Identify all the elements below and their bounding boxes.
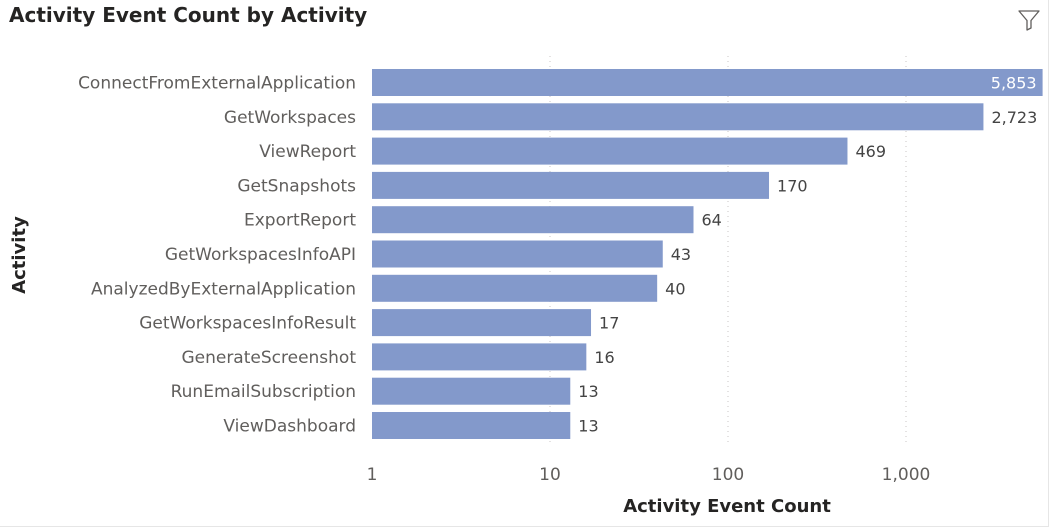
x-tick-label: 100 bbox=[712, 465, 744, 485]
x-axis-title: Activity Event Count bbox=[623, 496, 831, 517]
data-label: 43 bbox=[671, 245, 691, 264]
category-label: GetWorkspacesInfoResult bbox=[139, 314, 356, 334]
data-label: 40 bbox=[665, 279, 685, 298]
data-label: 2,723 bbox=[991, 108, 1037, 127]
bar[interactable] bbox=[372, 412, 571, 439]
data-label: 13 bbox=[578, 382, 598, 401]
category-label: AnalyzedByExternalApplication bbox=[91, 279, 356, 299]
bar[interactable] bbox=[372, 377, 571, 405]
data-label: 13 bbox=[578, 417, 598, 436]
data-label: 469 bbox=[855, 142, 886, 161]
labels: 1 10 100 1,000 ConnectFromExternalApplicatio… bbox=[78, 74, 1037, 486]
x-tick-label: 1 bbox=[367, 465, 378, 485]
category-label: ExportReport bbox=[244, 211, 356, 231]
data-label: 16 bbox=[594, 348, 614, 367]
data-label: 5,853 bbox=[991, 74, 1037, 93]
data-label: 17 bbox=[599, 314, 619, 333]
bar[interactable] bbox=[372, 240, 663, 268]
category-label: GetWorkspaces bbox=[224, 108, 356, 128]
category-label: GetSnapshots bbox=[237, 176, 356, 196]
data-label: 170 bbox=[777, 176, 808, 195]
y-axis-title: Activity bbox=[9, 216, 30, 294]
bars bbox=[372, 69, 1043, 439]
category-label: ViewDashboard bbox=[223, 417, 356, 437]
bar[interactable] bbox=[372, 309, 592, 337]
bar[interactable] bbox=[372, 103, 984, 131]
category-label: RunEmailSubscription bbox=[171, 382, 356, 402]
bar[interactable] bbox=[372, 274, 658, 302]
x-tick-label: 10 bbox=[539, 465, 561, 485]
x-tick-label: 1,000 bbox=[882, 465, 931, 485]
category-label: ViewReport bbox=[259, 142, 356, 162]
bar[interactable] bbox=[372, 69, 1043, 96]
bar[interactable] bbox=[372, 343, 587, 371]
category-label: ConnectFromExternalApplication bbox=[78, 74, 356, 94]
filter-icon[interactable] bbox=[1016, 7, 1042, 33]
bar[interactable] bbox=[372, 171, 770, 199]
chart-title: Activity Event Count by Activity bbox=[9, 3, 368, 27]
data-label: 64 bbox=[702, 211, 722, 230]
category-label: GetWorkspacesInfoAPI bbox=[165, 245, 356, 265]
bar[interactable] bbox=[372, 206, 694, 234]
category-label: GenerateScreenshot bbox=[181, 348, 356, 368]
bar[interactable] bbox=[372, 137, 848, 165]
